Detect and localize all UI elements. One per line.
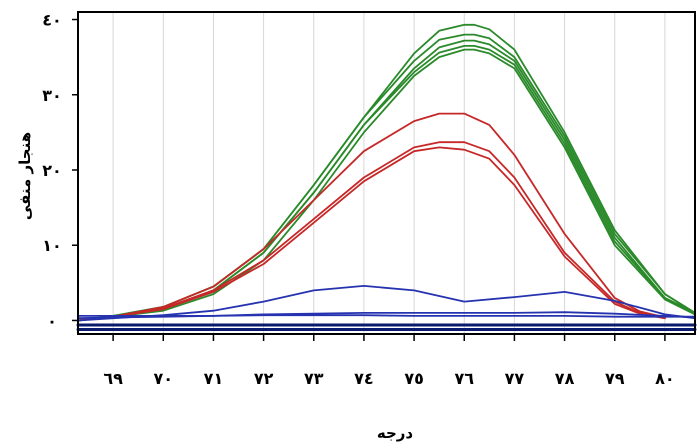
y-tick-label: ٤٠ xyxy=(42,11,62,30)
x-tick-label: ٧٨ xyxy=(555,369,575,388)
x-tick-label: ٦٩ xyxy=(103,369,123,388)
y-axis-title: هنجار منفی xyxy=(16,132,34,220)
series-line-11 xyxy=(77,314,696,318)
x-tick-label: ٧٥ xyxy=(404,369,424,388)
y-tick-label: ٠ xyxy=(47,311,57,330)
series-layer xyxy=(76,23,697,331)
series-line-3 xyxy=(77,39,696,322)
x-tick-label: ٧٩ xyxy=(605,369,625,388)
series-line-6 xyxy=(77,112,666,322)
y-axis: ٠ ١٠ ٢٠ ٣٠ ٤٠ xyxy=(42,11,78,330)
y-tick-label: ٣٠ xyxy=(42,86,62,105)
x-tick-label: ٧٣ xyxy=(304,369,324,388)
series-line-1 xyxy=(77,23,696,322)
plot-frame xyxy=(77,11,696,335)
x-tick-label: ٧٦ xyxy=(454,369,474,388)
x-tick-label: ٨٠ xyxy=(655,369,675,388)
series-line-5 xyxy=(77,48,696,322)
x-axis-title: درجه xyxy=(377,424,414,442)
series-line-8 xyxy=(77,146,666,322)
x-axis: ٦٩ ٧٠ ٧١ ٧٢ ٧٣ ٧٤ ٧٥ ٧٦ ٧٧ ٧٨ ٧٩ ٨٠ xyxy=(103,334,675,388)
series-line-2 xyxy=(77,33,696,322)
grid xyxy=(112,12,666,334)
x-tick-label: ٧٢ xyxy=(254,369,274,388)
x-tick-label: ٧٧ xyxy=(505,369,525,388)
series-line-9 xyxy=(77,284,696,322)
x-tick-label: ٧٤ xyxy=(354,369,374,388)
y-tick-label: ١٠ xyxy=(42,236,62,255)
x-tick-label: ٧٠ xyxy=(154,369,174,388)
x-tick-label: ٧١ xyxy=(204,369,224,388)
y-tick-label: ٢٠ xyxy=(42,161,62,180)
series-line-7 xyxy=(77,141,666,322)
